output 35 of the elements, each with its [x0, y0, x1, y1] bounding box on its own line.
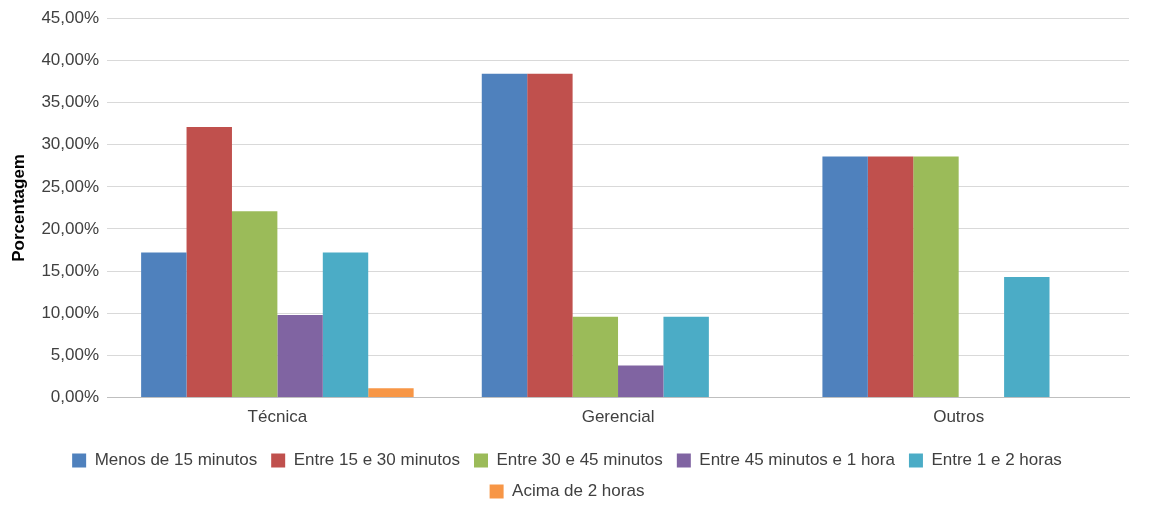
- legend-label: Entre 1 e 2 horas: [931, 450, 1062, 470]
- y-axis-title: Porcentagem: [8, 154, 28, 262]
- bar: [277, 314, 323, 398]
- legend-label: Entre 45 minutos e 1 hora: [699, 450, 896, 470]
- bar: [913, 156, 959, 398]
- bar: [231, 211, 278, 398]
- y-tick-label: 5,00%: [50, 345, 100, 365]
- bar: [1004, 277, 1050, 398]
- bar: [867, 156, 914, 398]
- x-tick-label: Gerencial: [581, 407, 655, 427]
- y-tick-label: 10,00%: [41, 302, 100, 322]
- bar: [141, 252, 187, 398]
- y-tick-label: 0,00%: [50, 387, 100, 407]
- legend-label: Entre 30 e 45 minutos: [496, 450, 663, 470]
- bar: [186, 126, 232, 398]
- bar: [572, 316, 619, 398]
- y-tick-label: 30,00%: [41, 134, 100, 154]
- y-tick-label: 35,00%: [41, 92, 100, 112]
- y-tick-label: 40,00%: [41, 50, 100, 70]
- y-tick-label: 15,00%: [41, 260, 100, 280]
- bar: [663, 316, 709, 398]
- y-tick-label: 25,00%: [41, 176, 100, 196]
- bar: [618, 365, 664, 398]
- bar: [481, 73, 528, 398]
- x-tick-label: Outros: [933, 407, 985, 427]
- bar: [527, 73, 573, 398]
- bar: [822, 156, 868, 398]
- y-tick-label: 20,00%: [41, 218, 100, 238]
- bar: [322, 252, 369, 398]
- legend-label: Menos de 15 minutos: [94, 450, 258, 470]
- legend-label: Acima de 2 horas: [512, 481, 645, 501]
- x-tick-label: Técnica: [247, 407, 308, 427]
- legend-label: Entre 15 e 30 minutos: [293, 450, 461, 470]
- y-tick-label: 45,00%: [41, 7, 100, 27]
- bar: [368, 388, 414, 398]
